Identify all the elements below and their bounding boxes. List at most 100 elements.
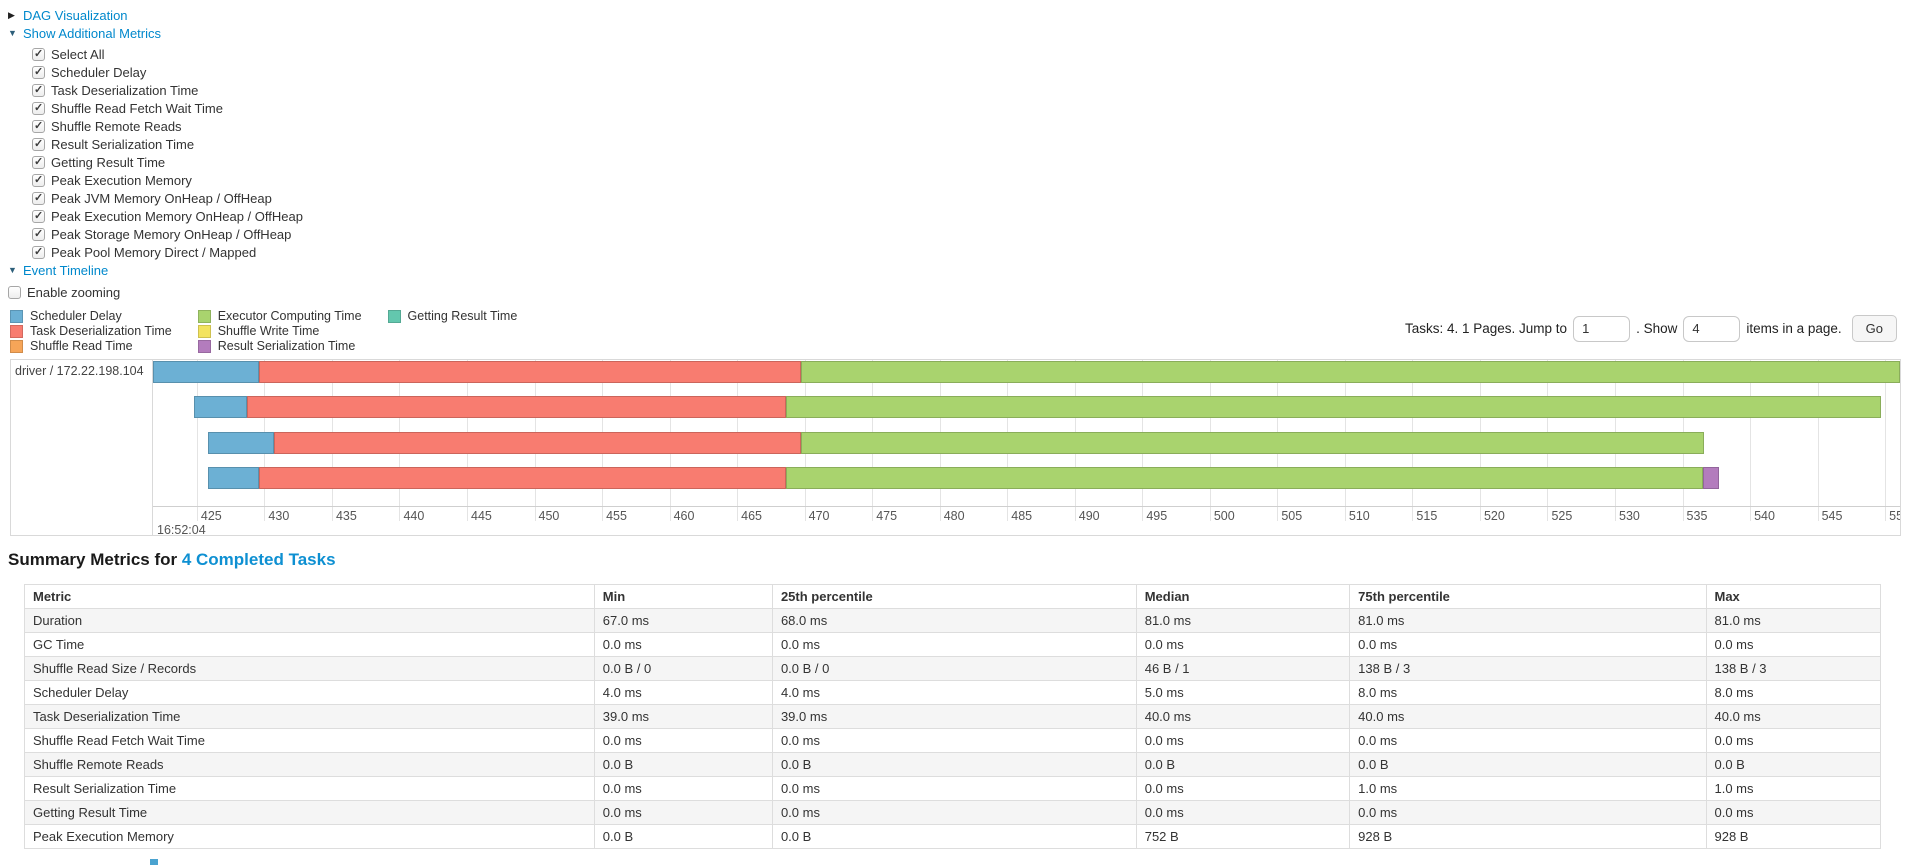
- executor-computing-segment: [785, 467, 1703, 489]
- show-additional-metrics-toggle[interactable]: ▼ Show Additional Metrics: [8, 24, 1907, 42]
- event-timeline-link[interactable]: Event Timeline: [23, 262, 109, 278]
- table-row: Shuffle Read Fetch Wait Time 0.0 ms 0.0 ms…: [24, 728, 1881, 753]
- metric-checkbox-row: Select All: [32, 45, 1907, 63]
- dag-visualization-link[interactable]: DAG Visualization: [23, 7, 128, 23]
- axis-tick-label: 535: [1686, 509, 1708, 523]
- clipped-content-below: [150, 859, 158, 865]
- legend-label: Getting Result Time: [407, 309, 518, 323]
- metric-value-cell: 0.0 B / 0: [771, 656, 1137, 681]
- column-header: Metric: [24, 584, 595, 609]
- timeline-x-axis: 16:52:04 425 430 435 440 445 450 455 460 465 470 4…: [153, 506, 1900, 535]
- enable-zooming-checkbox[interactable]: [8, 285, 21, 299]
- metric-checkbox[interactable]: [32, 155, 45, 169]
- axis-tick-label: 550: [1889, 509, 1900, 523]
- items-per-page-input[interactable]: [1683, 315, 1741, 342]
- metric-checkbox[interactable]: [32, 191, 45, 205]
- metric-value-cell: 8.0 ms: [1705, 680, 1881, 705]
- axis-tick-label: 530: [1619, 509, 1640, 523]
- legend-label: Scheduler Delay: [30, 309, 122, 323]
- metric-checkbox-row: Peak Execution Memory: [32, 171, 1907, 189]
- axis-tick: [331, 507, 333, 521]
- legend-label: Result Serialization Time: [217, 339, 356, 353]
- metric-checkbox-row: Task Deserialization Time: [32, 81, 1907, 99]
- enable-zooming-label: Enable zooming: [27, 284, 121, 300]
- metric-value-cell: 0.0 B: [1705, 752, 1881, 777]
- metric-checkbox[interactable]: [32, 137, 45, 151]
- axis-tick: [872, 507, 874, 521]
- metric-checkbox[interactable]: [32, 209, 45, 223]
- metric-checkbox[interactable]: [32, 83, 45, 97]
- legend-swatch-icon: [10, 324, 23, 338]
- axis-tick-label: 505: [1281, 509, 1303, 523]
- task-bar[interactable]: [207, 467, 1719, 489]
- axis-tick-label: 515: [1416, 509, 1438, 523]
- metric-checkbox[interactable]: [32, 227, 45, 241]
- axis-tick: [1479, 507, 1481, 521]
- metric-checkbox[interactable]: [32, 245, 45, 259]
- axis-tick: [467, 507, 468, 521]
- axis-tick: [804, 507, 806, 521]
- metric-checkbox[interactable]: [32, 101, 45, 115]
- jump-to-page-input[interactable]: [1573, 315, 1631, 342]
- legend-label: Executor Computing Time: [217, 309, 362, 323]
- axis-tick: [1074, 507, 1076, 521]
- metric-value-cell: 40.0 ms: [1705, 704, 1881, 729]
- table-row: GC Time 0.0 ms 0.0 ms 0.0 ms 0.0 ms 0.0 ms: [24, 632, 1881, 657]
- go-button[interactable]: Go: [1851, 315, 1897, 342]
- metric-checkbox-label: Peak Execution Memory: [51, 172, 192, 188]
- axis-tick-label: 440: [403, 509, 425, 523]
- metric-checkbox[interactable]: [32, 47, 45, 61]
- executor-host-label: driver / 172.22.198.104: [15, 364, 144, 378]
- metric-checkbox[interactable]: [32, 119, 45, 133]
- scheduler-delay-segment: [207, 432, 274, 454]
- metric-name-cell: Shuffle Read Fetch Wait Time: [24, 728, 595, 753]
- task-bar[interactable]: [194, 396, 1882, 418]
- task-bar[interactable]: [153, 361, 1900, 383]
- legend-column: Getting Result Time: [387, 309, 518, 353]
- axis-tick-label: 460: [673, 509, 695, 523]
- legend-item: Task Deserialization Time: [10, 324, 172, 338]
- metric-value-cell: 81.0 ms: [1349, 608, 1707, 633]
- task-deserialization-segment: [273, 432, 801, 454]
- axis-tick: [1885, 507, 1887, 521]
- axis-tick: [1817, 507, 1819, 521]
- summary-metrics-table: Metric Min 25th percentile Median 75th perce…: [24, 584, 1881, 849]
- event-timeline-toggle[interactable]: ▼ Event Timeline: [8, 261, 1907, 279]
- metric-checkbox[interactable]: [32, 173, 45, 187]
- metric-value-cell: 0.0 ms: [1349, 800, 1707, 825]
- dag-visualization-toggle[interactable]: ▶ DAG Visualization: [8, 6, 1907, 24]
- metric-value-cell: 0.0 ms: [1349, 728, 1707, 753]
- axis-tick: [602, 507, 604, 521]
- axis-tick-label: 470: [808, 509, 830, 523]
- executor-computing-segment: [800, 361, 1900, 383]
- axis-tick-label: 465: [741, 509, 762, 523]
- legend-item: Result Serialization Time: [197, 339, 362, 353]
- completed-tasks-link[interactable]: 4 Completed Tasks: [181, 550, 336, 569]
- metric-value-cell: 0.0 B: [593, 752, 773, 777]
- axis-tick-label: 425: [200, 509, 222, 523]
- axis-tick-label: 450: [538, 509, 560, 523]
- task-bar[interactable]: [207, 432, 1705, 454]
- axis-tick-label: 525: [1551, 509, 1573, 523]
- axis-tick-label: 520: [1483, 509, 1505, 523]
- axis-tick: [1412, 507, 1414, 521]
- metric-value-cell: 0.0 ms: [1705, 728, 1881, 753]
- column-header: Median: [1135, 584, 1351, 609]
- legend-column: Executor Computing Time Shuffle Write Tim…: [197, 309, 362, 353]
- axis-tick: [534, 507, 536, 521]
- task-deserialization-segment: [246, 396, 786, 418]
- metric-value-cell: 0.0 ms: [1135, 776, 1351, 801]
- items-in-page-text: items in a page.: [1746, 321, 1842, 336]
- axis-tick: [939, 507, 941, 521]
- metric-checkbox[interactable]: [32, 65, 45, 79]
- result-serialization-segment: [1702, 467, 1719, 489]
- controls-panel: ▶ DAG Visualization ▼ Show Additional Me…: [0, 0, 1907, 301]
- tasks-count-text: Tasks: 4. 1 Pages. Jump to: [1404, 321, 1568, 336]
- legend-label: Task Deserialization Time: [30, 324, 172, 338]
- metric-value-cell: 67.0 ms: [593, 608, 773, 633]
- axis-tick: [1344, 507, 1346, 521]
- axis-tick-label: 495: [1146, 509, 1168, 523]
- metric-name-cell: Result Serialization Time: [24, 776, 595, 801]
- show-additional-metrics-link[interactable]: Show Additional Metrics: [23, 25, 162, 41]
- metric-value-cell: 0.0 ms: [593, 776, 773, 801]
